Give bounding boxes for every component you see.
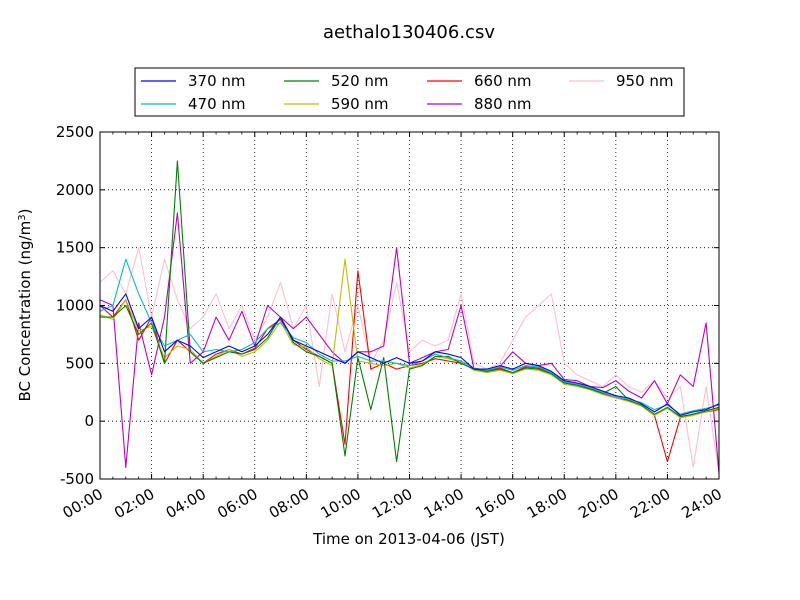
y-tick-label: -500 [60, 470, 94, 488]
series-line-950-nm [99, 247, 720, 474]
x-tick-label: 06:00 [214, 485, 260, 522]
x-tick-label: 12:00 [369, 485, 415, 522]
x-tick-label: 20:00 [575, 485, 621, 522]
x-tick-label: 08:00 [266, 485, 312, 522]
x-tick-label: 02:00 [111, 485, 157, 522]
x-tick-label: 22:00 [627, 485, 673, 522]
y-tick-label: 2500 [56, 123, 94, 141]
legend-label: 590 nm [331, 95, 389, 113]
legend-label: 520 nm [331, 72, 389, 90]
legend-label: 370 nm [188, 72, 246, 90]
legend-entry: 660 nm [427, 72, 532, 90]
legend: 370 nm 470 nm 520 nm 590 nm 660 nm 880 nm 950 … [134, 67, 685, 117]
legend-frame [134, 67, 685, 117]
legend-label: 950 nm [616, 72, 674, 90]
legend-entry: 470 nm [141, 95, 246, 113]
y-tick-label: 1000 [56, 297, 94, 315]
x-tick-label: 14:00 [421, 485, 467, 522]
axes: 00:00 02:00 04:00 06:00 08:00 10:00 12:00 14:00… [56, 123, 725, 522]
legend-entry: 520 nm [284, 72, 389, 90]
series-line-370-nm [99, 293, 720, 416]
chart-title: aethalo130406.csv [323, 22, 495, 43]
y-axis-label: BC Concentration (ng/m3) [16, 209, 34, 402]
series-line-470-nm [99, 258, 720, 415]
y-tick-label: 500 [65, 354, 94, 372]
series-line-520-nm [100, 160, 720, 463]
legend-label: 470 nm [188, 95, 246, 113]
x-tick-label: 04:00 [163, 485, 209, 522]
y-tick-label: 2000 [56, 181, 94, 199]
y-tick-label: 1500 [56, 239, 94, 257]
x-tick-label: 00:00 [60, 485, 106, 522]
x-tick-label: 16:00 [472, 485, 518, 522]
grid-lines [100, 132, 719, 479]
legend-label: 660 nm [474, 72, 532, 90]
legend-entry: 370 nm [141, 72, 246, 90]
legend-items: 370 nm 470 nm 520 nm 590 nm 660 nm 880 nm 950 … [141, 72, 674, 113]
y-tick-label: 0 [84, 412, 94, 430]
legend-label: 880 nm [474, 95, 532, 113]
x-tick-label: 18:00 [524, 485, 570, 522]
x-tick-label: 24:00 [679, 485, 725, 522]
plot-series [99, 160, 720, 474]
legend-entry: 880 nm [427, 95, 532, 113]
legend-entry: 590 nm [284, 95, 389, 113]
x-axis-label: Time on 2013-04-06 (JST) [312, 530, 505, 548]
legend-entry: 950 nm [569, 72, 674, 90]
x-tick-label: 10:00 [317, 485, 363, 522]
